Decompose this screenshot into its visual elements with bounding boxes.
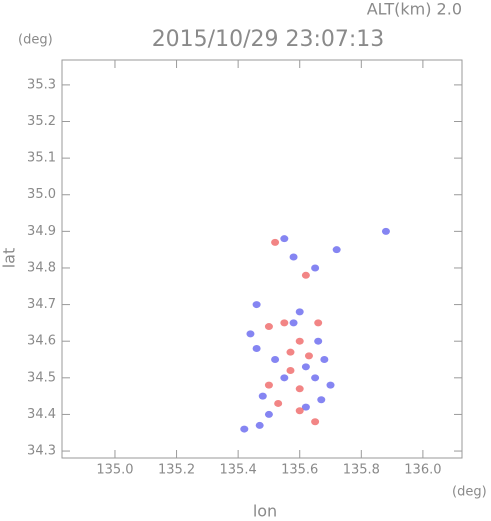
y-tick-label: 34.6 <box>27 334 56 349</box>
echo-cell <box>280 374 289 382</box>
y-tick-label: 35.3 <box>27 77 56 92</box>
echo-cell <box>264 323 273 331</box>
echo-cell <box>286 348 295 356</box>
echo-cell <box>295 337 304 345</box>
echo-cell <box>289 319 298 327</box>
echo-cell <box>246 330 255 338</box>
echo-cell <box>240 425 249 433</box>
echo-cell <box>314 319 323 327</box>
x-tick-label: 135.2 <box>158 463 195 478</box>
y-tick-label: 34.5 <box>27 370 56 385</box>
y-tick-label: 34.4 <box>27 407 56 422</box>
x-tick-label: 136.0 <box>404 463 441 478</box>
echo-cell <box>314 337 323 345</box>
plot-frame <box>61 59 463 459</box>
echo-cell <box>332 246 341 254</box>
echo-cell <box>264 381 273 389</box>
x-axis-label: lon <box>253 502 277 521</box>
echo-cell <box>320 356 329 364</box>
echo-cell <box>311 374 320 382</box>
echo-cell <box>311 264 320 272</box>
y-tick-label: 35.2 <box>27 114 56 129</box>
echo-cell <box>258 392 267 400</box>
echo-cell <box>301 363 310 371</box>
echo-cell <box>301 271 310 279</box>
echo-cell <box>274 399 283 407</box>
echo-cell <box>280 235 289 243</box>
echo-cell <box>252 301 261 309</box>
echo-cell <box>271 238 280 246</box>
x-tick-label: 135.6 <box>281 463 318 478</box>
y-axis-label: lat <box>0 248 19 269</box>
y-tick-label: 34.8 <box>27 260 56 275</box>
x-tick-label: 135.0 <box>96 463 133 478</box>
echo-cell <box>301 403 310 411</box>
echo-cell <box>295 308 304 316</box>
echo-cell <box>264 410 273 418</box>
y-unit: (deg) <box>18 33 53 48</box>
echo-cell <box>280 319 289 327</box>
echo-cell <box>311 418 320 426</box>
chart-title: 2015/10/29 23:07:13 <box>152 27 385 52</box>
echo-cell <box>286 366 295 374</box>
y-tick-label: 35.1 <box>27 151 56 166</box>
echo-cell <box>295 385 304 393</box>
echo-cell <box>289 253 298 261</box>
echo-cell <box>255 421 264 429</box>
x-tick-label: 135.4 <box>220 463 257 478</box>
y-tick-label: 35.0 <box>27 187 56 202</box>
x-tick-label: 135.8 <box>343 463 380 478</box>
echo-cell <box>295 407 304 415</box>
y-tick-label: 34.9 <box>27 224 56 239</box>
echo-cell <box>271 356 280 364</box>
echo-cell <box>381 227 390 235</box>
echo-cell <box>252 345 261 353</box>
y-tick-label: 34.3 <box>27 444 56 459</box>
echo-cell <box>317 396 326 404</box>
echo-cell <box>304 352 313 360</box>
altitude-label: ALT(km) 2.0 <box>367 0 462 19</box>
echo-cell <box>326 381 335 389</box>
y-tick-label: 34.7 <box>27 297 56 312</box>
x-unit: (deg) <box>452 485 487 500</box>
